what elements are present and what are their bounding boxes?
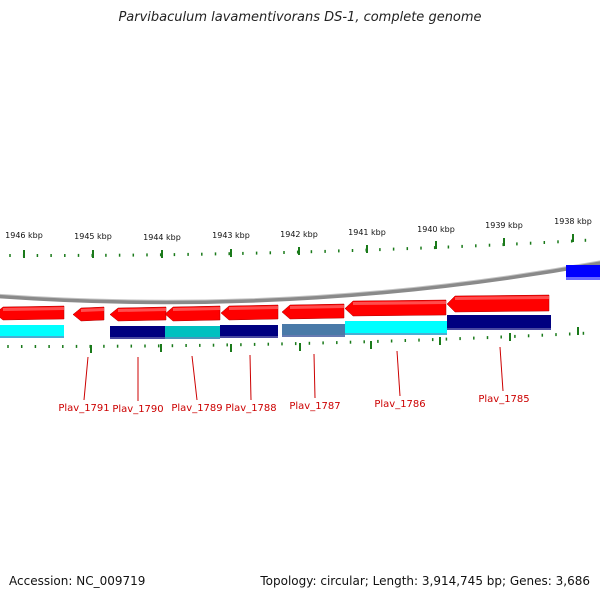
- lower-tick-row: [7, 327, 585, 353]
- genome-backbone-highlight: [0, 260, 600, 301]
- gene-label[interactable]: Plav_1788: [225, 403, 276, 414]
- feature-block[interactable]: [282, 324, 345, 337]
- feature-block-shade: [220, 336, 278, 338]
- accession-text: Accession: NC_009719: [9, 574, 146, 588]
- gene-label[interactable]: Plav_1790: [112, 404, 163, 415]
- gene-leader-line: [249, 354, 252, 401]
- kbp-scale-label: 1945 kbp: [74, 232, 112, 241]
- genome-summary-text: Topology: circular; Length: 3,914,745 bp…: [260, 574, 590, 588]
- feature-block-shade: [345, 333, 447, 335]
- gene-arrow-highlight: [173, 307, 220, 311]
- gene-arrow-highlight: [3, 307, 64, 311]
- gene-labels: Plav_1791 Plav_1790 Plav_1789 Plav_1788 Plav…: [58, 346, 530, 415]
- gene-leader-line: [313, 353, 316, 399]
- kbp-scale-label: 1944 kbp: [143, 233, 181, 242]
- feature-block[interactable]: [110, 326, 165, 339]
- kbp-scale-label: 1940 kbp: [417, 225, 455, 234]
- feature-block[interactable]: [220, 325, 278, 338]
- gene-arrow-highlight: [290, 305, 344, 309]
- kbp-scale-label: 1941 kbp: [348, 228, 386, 237]
- gene-label[interactable]: Plav_1789: [171, 403, 222, 414]
- feature-block-shade: [282, 335, 345, 337]
- gene-arrow-highlight: [81, 308, 104, 312]
- gene-label[interactable]: Plav_1786: [374, 399, 425, 410]
- feature-block-shade: [110, 337, 165, 339]
- gene-arrow-highlight: [229, 306, 278, 310]
- feature-block[interactable]: [165, 326, 220, 339]
- kbp-scale-label: 1942 kbp: [280, 230, 318, 239]
- feature-block[interactable]: [447, 315, 551, 330]
- genome-title: Parvibaculum lavamentivorans DS-1, compl…: [118, 10, 482, 25]
- gene-label[interactable]: Plav_1787: [289, 401, 340, 412]
- genome-backbone: [0, 260, 600, 305]
- blue-feature-block[interactable]: [566, 265, 600, 279]
- feature-block-shade: [447, 328, 551, 330]
- kbp-scale: 1946 kbp 1945 kbp 1944 kbp 1943 kbp 1942 kbp…: [5, 217, 592, 258]
- gene-label[interactable]: Plav_1785: [478, 394, 529, 405]
- kbp-scale-label: 1946 kbp: [5, 231, 43, 240]
- gene-leader-line: [396, 350, 401, 397]
- kbp-scale-label: 1938 kbp: [554, 217, 592, 226]
- gene-leader-line: [191, 355, 198, 401]
- gene-label[interactable]: Plav_1791: [58, 403, 109, 414]
- gene-arrows: [0, 294, 550, 322]
- kbp-scale-label: 1939 kbp: [485, 221, 523, 230]
- gene-leader-line: [499, 346, 504, 392]
- gene-leader-line: [83, 356, 89, 401]
- feature-block-shade: [165, 337, 220, 339]
- feature-block-shade: [0, 336, 64, 338]
- kbp-scale-label: 1943 kbp: [212, 231, 250, 240]
- feature-blocks: [0, 315, 551, 339]
- gene-arrow-highlight: [353, 301, 446, 305]
- feature-block[interactable]: [0, 325, 64, 338]
- feature-block[interactable]: [345, 321, 447, 335]
- gene-arrow-highlight: [118, 308, 166, 312]
- blue-feature-block-shade: [566, 277, 600, 280]
- gene-arrow-highlight: [455, 296, 549, 300]
